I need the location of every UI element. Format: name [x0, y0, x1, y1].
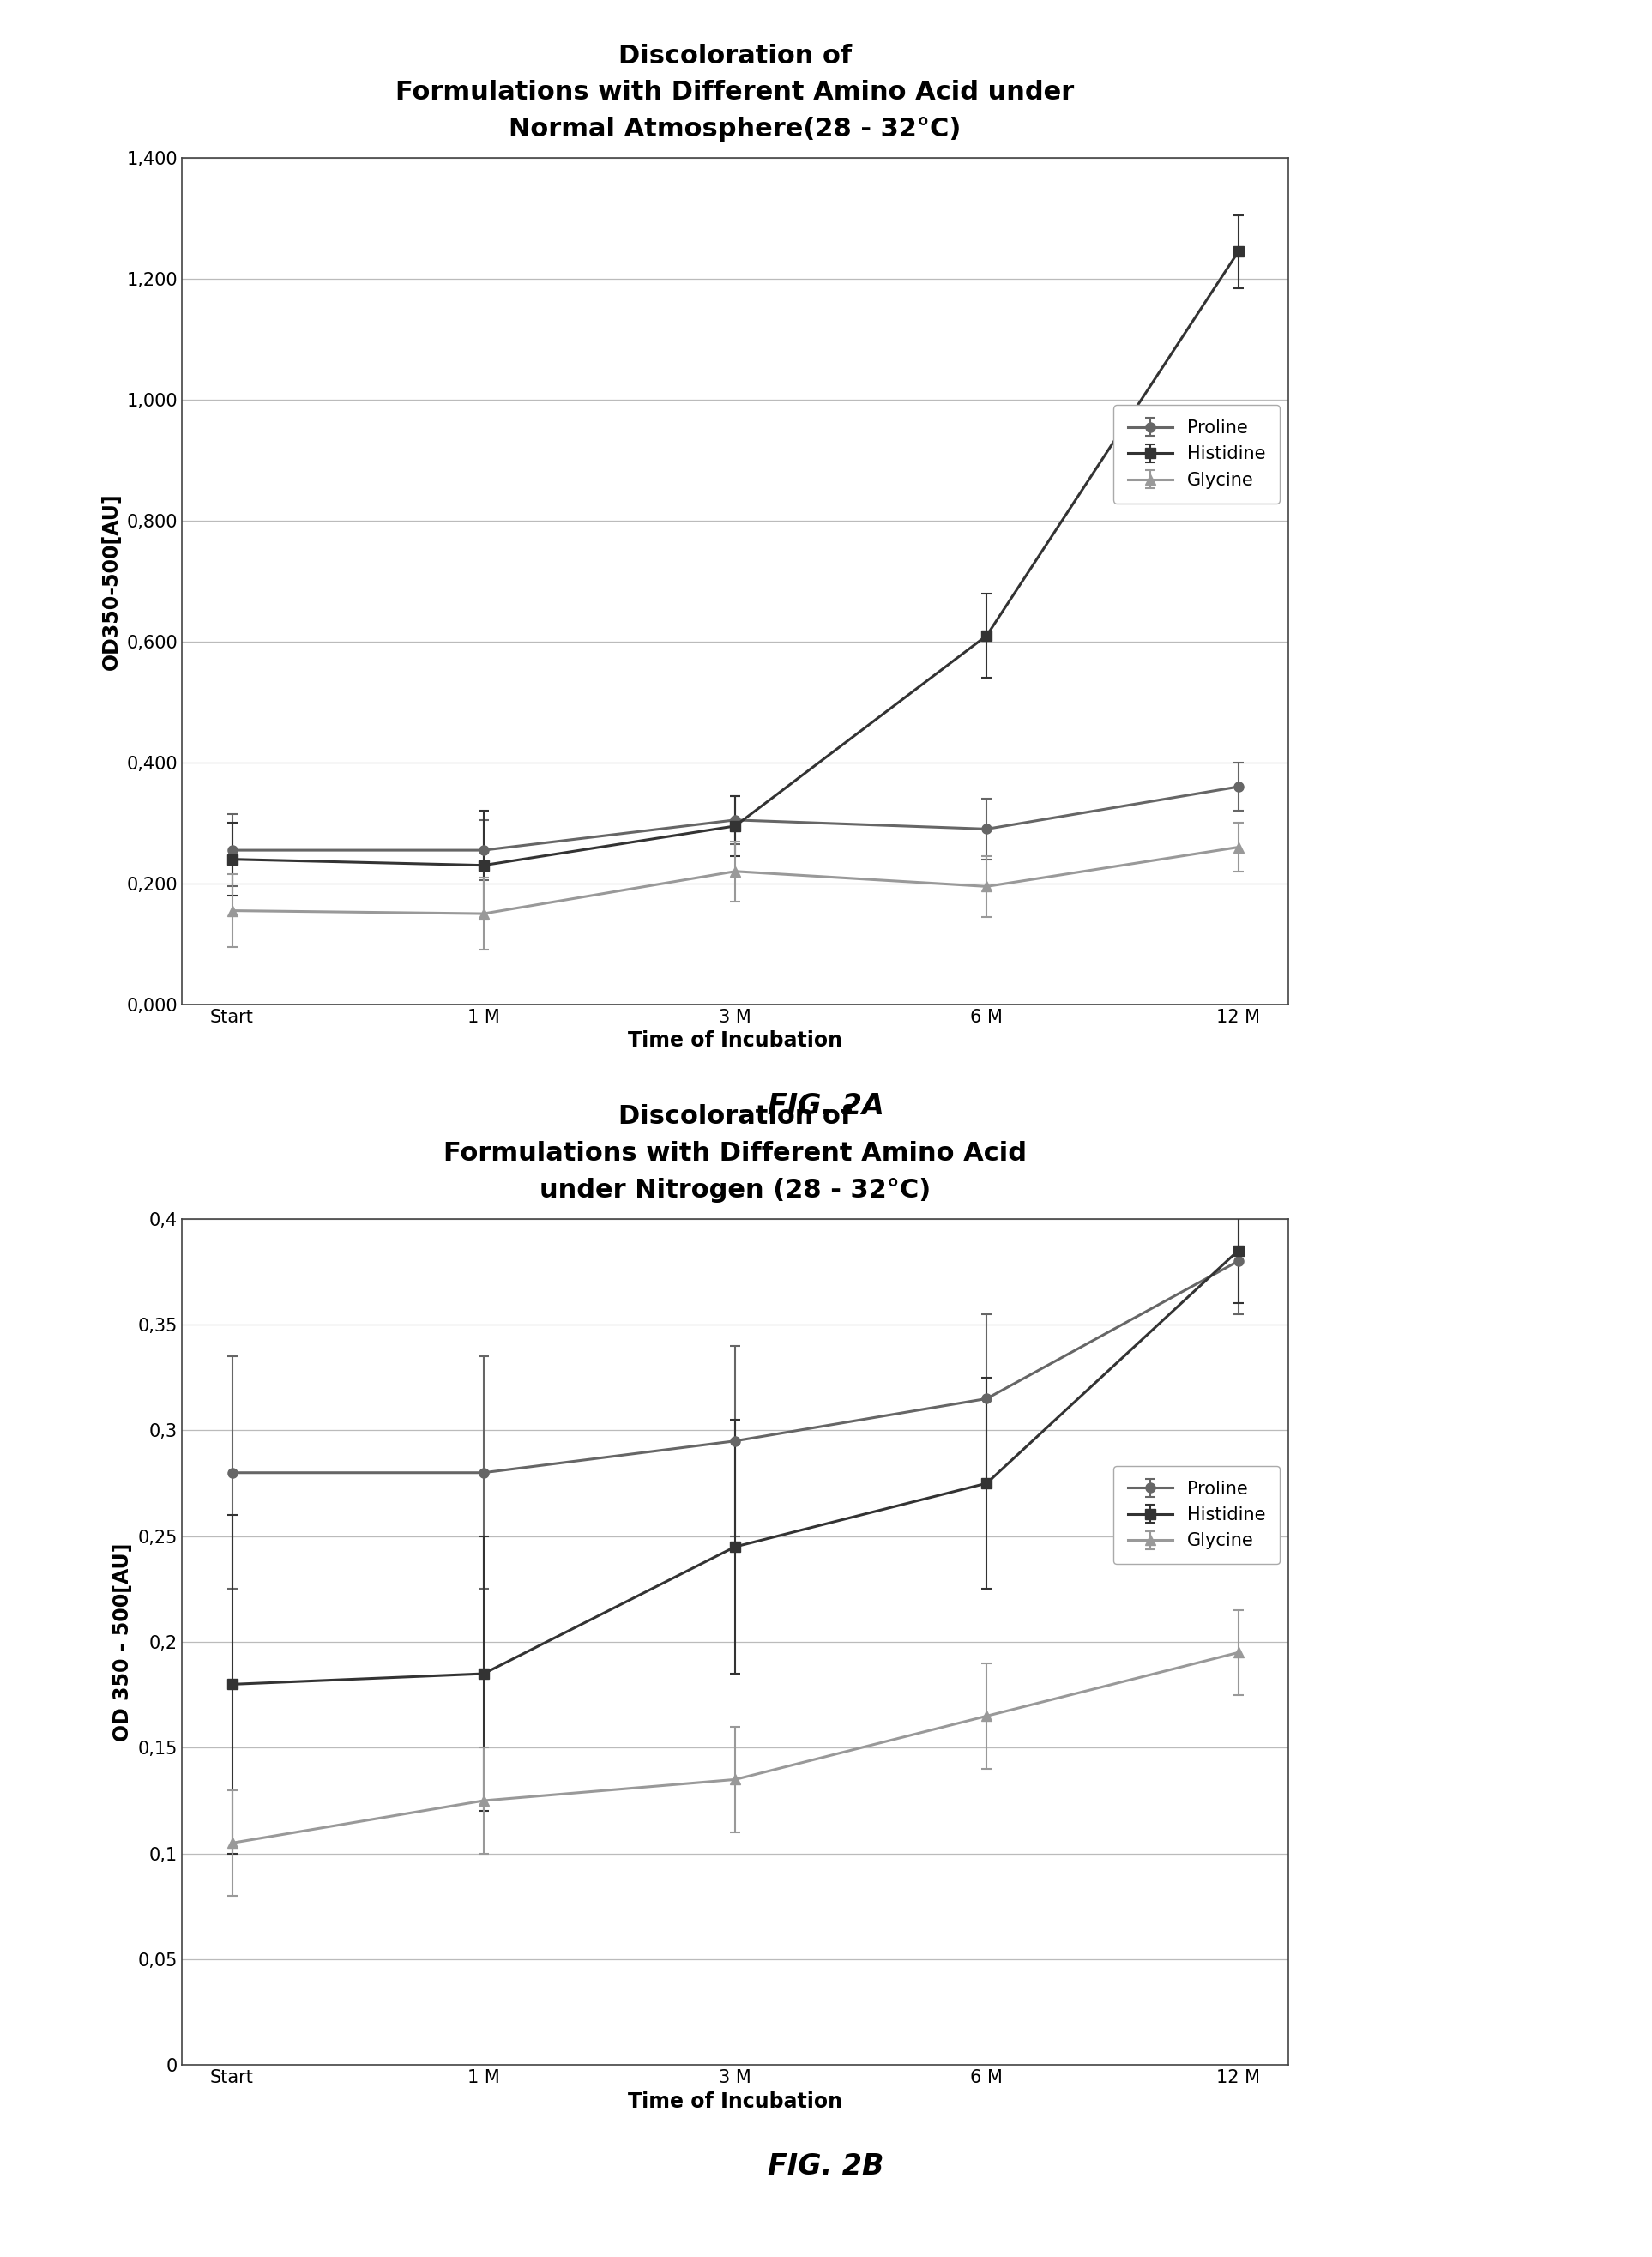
- Legend: Proline, Histidine, Glycine: Proline, Histidine, Glycine: [1113, 406, 1280, 503]
- Legend: Proline, Histidine, Glycine: Proline, Histidine, Glycine: [1113, 1467, 1280, 1564]
- X-axis label: Time of Incubation: Time of Incubation: [628, 2092, 843, 2113]
- Text: FIG. 2B: FIG. 2B: [768, 2153, 884, 2180]
- X-axis label: Time of Incubation: Time of Incubation: [628, 1031, 843, 1052]
- Title: Discoloration of
Formulations with Different Amino Acid
under Nitrogen (28 - 32°: Discoloration of Formulations with Diffe…: [443, 1104, 1028, 1203]
- Text: FIG. 2A: FIG. 2A: [768, 1092, 884, 1119]
- Title: Discoloration of
Formulations with Different Amino Acid under
Normal Atmosphere(: Discoloration of Formulations with Diffe…: [396, 43, 1074, 142]
- Y-axis label: OD350-500[AU]: OD350-500[AU]: [101, 492, 122, 670]
- Y-axis label: OD 350 - 500[AU]: OD 350 - 500[AU]: [112, 1544, 134, 1740]
